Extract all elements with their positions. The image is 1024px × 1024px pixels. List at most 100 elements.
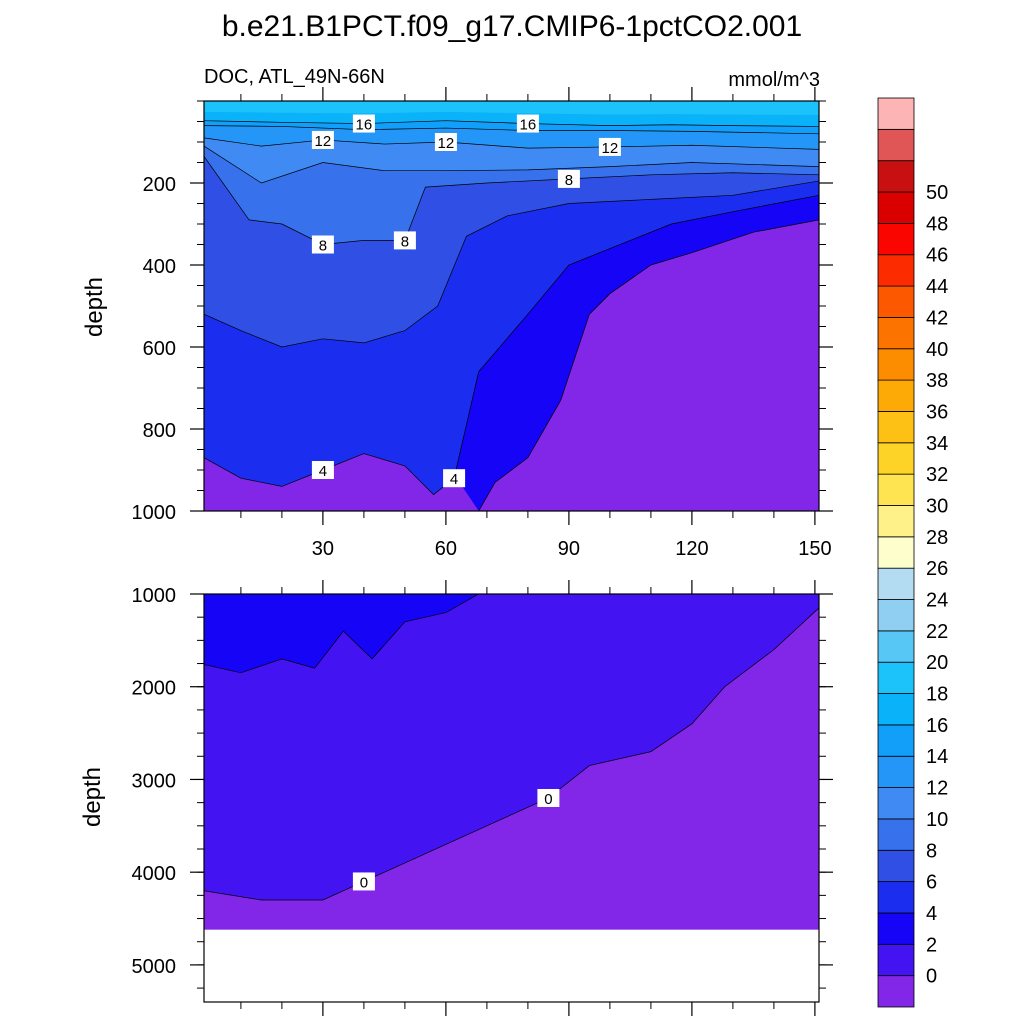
colorbar-label: 22 (926, 621, 948, 643)
colorbar-swatch (877, 348, 915, 381)
colorbar-label: 26 (926, 558, 948, 580)
y-tick-label: 400 (143, 256, 176, 278)
contour-line-14 (204, 125, 819, 135)
top-panel: 16 16 12 12 12 8 8 8 4 4 200 400 600 800 1000 30 60 90 120… (132, 87, 833, 560)
x-tick-label: 90 (558, 538, 580, 560)
svg-text:16: 16 (356, 117, 373, 134)
colorbar-swatch (877, 317, 915, 350)
svg-text:0: 0 (544, 791, 552, 808)
colorbar-swatch (877, 724, 915, 757)
contour-band-0 (204, 594, 819, 900)
x-tick-label: 120 (675, 538, 708, 560)
contour-label: 12 (311, 130, 334, 150)
contour-label: 4 (443, 469, 466, 488)
x-tick-label: 60 (435, 538, 457, 560)
svg-text:4: 4 (450, 471, 458, 488)
svg-text:12: 12 (315, 133, 332, 150)
contour-line-8 (204, 156, 819, 245)
contour-label: 8 (393, 231, 416, 250)
chart-title: b.e21.B1PCT.f09_g17.CMIP6-1pctCO2.001 (222, 10, 802, 43)
colorbar-swatch (877, 473, 915, 506)
colorbar-swatch (877, 285, 915, 318)
colorbar-label: 48 (926, 213, 948, 235)
y-tick-label: 1000 (132, 502, 177, 524)
colorbar-swatch (877, 536, 915, 569)
colorbar-label: 12 (926, 778, 948, 800)
svg-text:8: 8 (565, 172, 573, 189)
colorbar-label: 40 (926, 339, 948, 361)
colorbar-swatch (877, 222, 915, 256)
contour-label: 4 (311, 461, 334, 480)
contour-line-6 (204, 180, 819, 348)
x-tick-label: 30 (312, 538, 334, 560)
colorbar-swatch (877, 379, 915, 412)
colorbar-label: 30 (926, 495, 948, 517)
colorbar-label: 8 (926, 840, 937, 862)
contour-label: 0 (537, 789, 560, 808)
colorbar-label: 32 (926, 464, 948, 486)
svg-text:16: 16 (520, 117, 537, 134)
svg-text:12: 12 (602, 140, 619, 157)
colorbar-swatch (877, 693, 915, 726)
y-tick-label: 600 (143, 338, 176, 360)
colorbar-swatch (877, 160, 915, 193)
colorbar-swatch (877, 943, 915, 977)
colorbar-swatch (877, 411, 915, 444)
contour-label: 0 (352, 872, 375, 891)
colorbar-label: 0 (926, 966, 937, 988)
units-label: mmol/m^3 (728, 69, 820, 91)
y-tick-label: 4000 (132, 863, 177, 885)
contour-label: 8 (557, 169, 580, 189)
colorbar-label: 36 (926, 401, 948, 423)
colorbar-label: 16 (926, 715, 948, 737)
colorbar-swatch (877, 912, 915, 945)
y-tick-label: 800 (143, 420, 176, 442)
colorbar-swatch (877, 755, 915, 788)
colorbar-swatch (877, 97, 915, 130)
contour-line-10 (204, 145, 819, 184)
contour-label: 16 (352, 114, 375, 134)
bottom-y-axis-title: depth (79, 767, 106, 827)
contour-line-2 (204, 594, 479, 674)
colorbar-label: 50 (926, 182, 948, 204)
colorbar-swatch (877, 818, 915, 851)
svg-text:0: 0 (360, 874, 368, 891)
colorbar-label: 18 (926, 684, 948, 706)
top-y-axis-title: depth (81, 277, 108, 337)
colorbar-swatch (877, 630, 915, 663)
contour-label: 8 (311, 235, 334, 255)
svg-text:4: 4 (319, 463, 327, 480)
colorbar-label: 4 (926, 903, 937, 925)
colorbar-label: 20 (926, 652, 948, 674)
surface-band (204, 101, 819, 115)
plot-frame (203, 593, 820, 1003)
svg-text:12: 12 (438, 135, 455, 152)
colorbar-swatch (877, 849, 915, 883)
colorbar-label: 34 (926, 433, 948, 455)
colorbar-label: 10 (926, 809, 948, 831)
colorbar-label: 44 (926, 276, 948, 298)
colorbar-label: 24 (926, 590, 948, 612)
colorbar: 0246810121416182022242628303234363840424… (877, 97, 948, 1008)
y-tick-label: 200 (143, 174, 176, 196)
colorbar-label: 14 (926, 746, 948, 768)
colorbar-label: 38 (926, 370, 948, 392)
colorbar-swatch (877, 787, 915, 820)
colorbar-label: 2 (926, 934, 937, 956)
contour-label: 16 (516, 114, 539, 134)
colorbar-swatch (877, 128, 915, 162)
colorbar-swatch (877, 442, 915, 475)
x-tick-label: 150 (798, 538, 831, 560)
colorbar-swatch (877, 567, 915, 600)
contour-line-2 (478, 219, 819, 511)
colorbar-swatch (877, 661, 915, 694)
colorbar-swatch (877, 505, 915, 538)
colorbar-label: 46 (926, 245, 948, 267)
y-tick-label: 1000 (132, 585, 177, 607)
y-tick-label: 5000 (132, 956, 177, 978)
contour-label: 12 (434, 133, 457, 152)
colorbar-swatch (877, 975, 915, 1008)
svg-text:8: 8 (401, 233, 409, 250)
svg-text:8: 8 (319, 238, 327, 255)
